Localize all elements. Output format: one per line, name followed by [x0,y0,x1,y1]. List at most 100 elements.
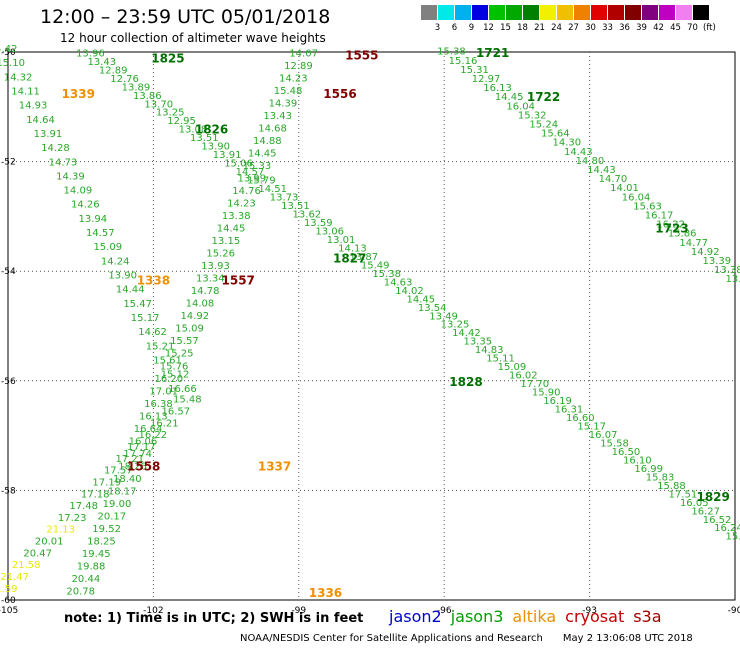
track-1825: 13.9613.4312.8912.7613.8913.8613.7013.25… [76,48,740,542]
wave-height-value: 13.86 [133,91,162,102]
footer: NOAA/NESDIS Center for Satellite Applica… [240,633,693,644]
colorbar-label: 42 [653,23,664,33]
wave-height-value: 13.39 [702,256,731,267]
colorbar-label: 45 [670,23,681,33]
wave-height-value: 13.59 [304,218,333,229]
pass-label-1723: 1723 [655,221,688,235]
colorbar-label: 33 [602,23,613,33]
track-1827: 14.42 15.10 14.32 14.11 14.93 14.64 13.91 14.28… [0,44,197,395]
wave-height-value: 14.43 [564,147,593,158]
lon-tick-label: -96 [437,606,452,616]
wave-height-value: 17.57 [104,466,133,477]
colorbar-label: 70 [687,23,698,33]
wave-height-value: 13.43 [263,111,292,122]
wave-height-value: 16.57 [161,407,190,418]
wave-height-value: 14.11 [11,86,40,97]
wave-height-value: 13.34 [196,274,225,285]
wave-height-value: 14.23 [227,199,256,210]
wave-height-value: 14.32 [4,72,33,83]
wave-height-value: 13.87 [350,252,379,263]
wave-height-value: 13.90 [108,271,137,282]
wave-height-value: 13.15 [212,236,241,247]
colorbar-label: 12 [483,23,494,33]
wave-height-value: 17.19 [92,477,121,488]
wave-height-value: 17.01 [149,386,178,397]
wave-height-value: 15.10 [0,58,25,69]
wave-height-value: 16.07 [589,430,618,441]
wave-height-value: 13.51 [281,201,310,212]
pass-label-1558: 1558 [127,460,160,474]
wave-height-value: 16.31 [555,405,584,416]
colorbar-label: 6 [451,23,458,33]
wave-height-value: 21.47 [0,572,29,583]
wave-height-value: 13.38 [714,265,740,276]
lat-tick-label: -50 [1,48,16,58]
colorbar-swatch [574,5,590,20]
lat-tick-label: -58 [1,486,16,496]
wave-height-value: 12.89 [284,61,313,72]
pass-labels: 1825 1826 1827 1828 1721 1722 1723 1829 1339 1338… [62,46,730,600]
wave-height-value: 12.97 [472,74,501,85]
wave-height-value: 16.10 [623,455,652,466]
pass-label-1826: 1826 [195,123,228,137]
wave-height-value: 13.94 [78,214,107,225]
wave-height-value: 15.25 [165,349,194,360]
wave-height-value: 14.57 [86,228,115,239]
wave-height-value: 15.49 [361,260,390,271]
wave-height-value: 14.30 [553,138,582,149]
wave-height-value: 14.76 [232,186,261,197]
wave-height-value: 17.51 [669,489,698,500]
wave-height-value: 16.64 [134,424,163,435]
colorbar-swatch [608,5,624,20]
altimeter-tracks: 13.9613.4312.8912.7613.8913.8613.7013.25… [0,44,740,598]
wave-height-value: 16.02 [509,371,538,382]
wave-height-value: 13.91 [34,129,63,140]
wave-height-value: 13.54 [418,303,447,314]
wave-height-value: 16.99 [634,464,663,475]
colorbar-swatch [421,5,437,20]
wave-height-value: 14.73 [49,157,78,168]
wave-height-value: 14.23 [279,73,308,84]
wave-height-value: 14.77 [679,238,708,249]
wave-height-value: 15.76 [160,361,189,372]
wave-height-value: 13.35 [463,337,492,348]
wave-height-value: 17.21 [115,454,144,465]
wave-height-value: 15.09 [175,324,204,335]
wave-height-value: 14.08 [186,299,215,310]
wave-height-value: 13.43 [87,57,116,68]
wave-height-value: 14.45 [217,224,246,235]
colorbar-swatch [472,5,488,20]
wave-height-value: 15.31 [460,65,489,76]
wave-height-value: 15.26 [206,249,235,260]
wave-height-value: 14.09 [64,186,93,197]
lat-tick-label: -60 [1,596,16,606]
wave-height-value: 14.26 [71,200,100,211]
wave-height-value: 13.62 [293,209,322,220]
colorbar-swatch [506,5,522,20]
wave-height-value: 16.50 [612,447,641,458]
wave-height-value: 14.45 [406,294,435,305]
wave-height-value: 14.80 [576,156,605,167]
colorbar-label: 3 [434,23,441,33]
wave-height-value: 15.48 [173,395,202,406]
track-1826: 14.0712.8914.2315.4814.3913.4314.6814.88… [66,48,318,597]
wave-height-value: 13.89 [122,82,151,93]
wave-height-value: 16.66 [168,384,197,395]
wave-height-value: 15.48 [274,86,303,97]
wave-height-value: 14.42 [452,328,481,339]
wave-height-value: 15.17 [131,313,160,324]
colorbar-swatch [489,5,505,20]
lat-tick-label: -52 [1,158,16,168]
pass-label-1827: 1827 [333,252,366,266]
pass-label-1337: 1337 [258,460,291,474]
satellite-legend: jason2 jason3 altika cryosat s3a [389,607,671,626]
colorbar-label: 36 [619,23,630,33]
wave-height-value: 16.21 [150,418,179,429]
wave-height-value: 15.09 [498,362,527,373]
footer-timestamp: May 2 13:06:08 UTC 2018 [562,633,693,644]
colorbar-swatch [591,5,607,20]
colorbar-unit: (ft) [703,23,716,33]
wave-height-value: 14.92 [691,247,720,258]
pass-label-1829: 1829 [696,490,729,504]
